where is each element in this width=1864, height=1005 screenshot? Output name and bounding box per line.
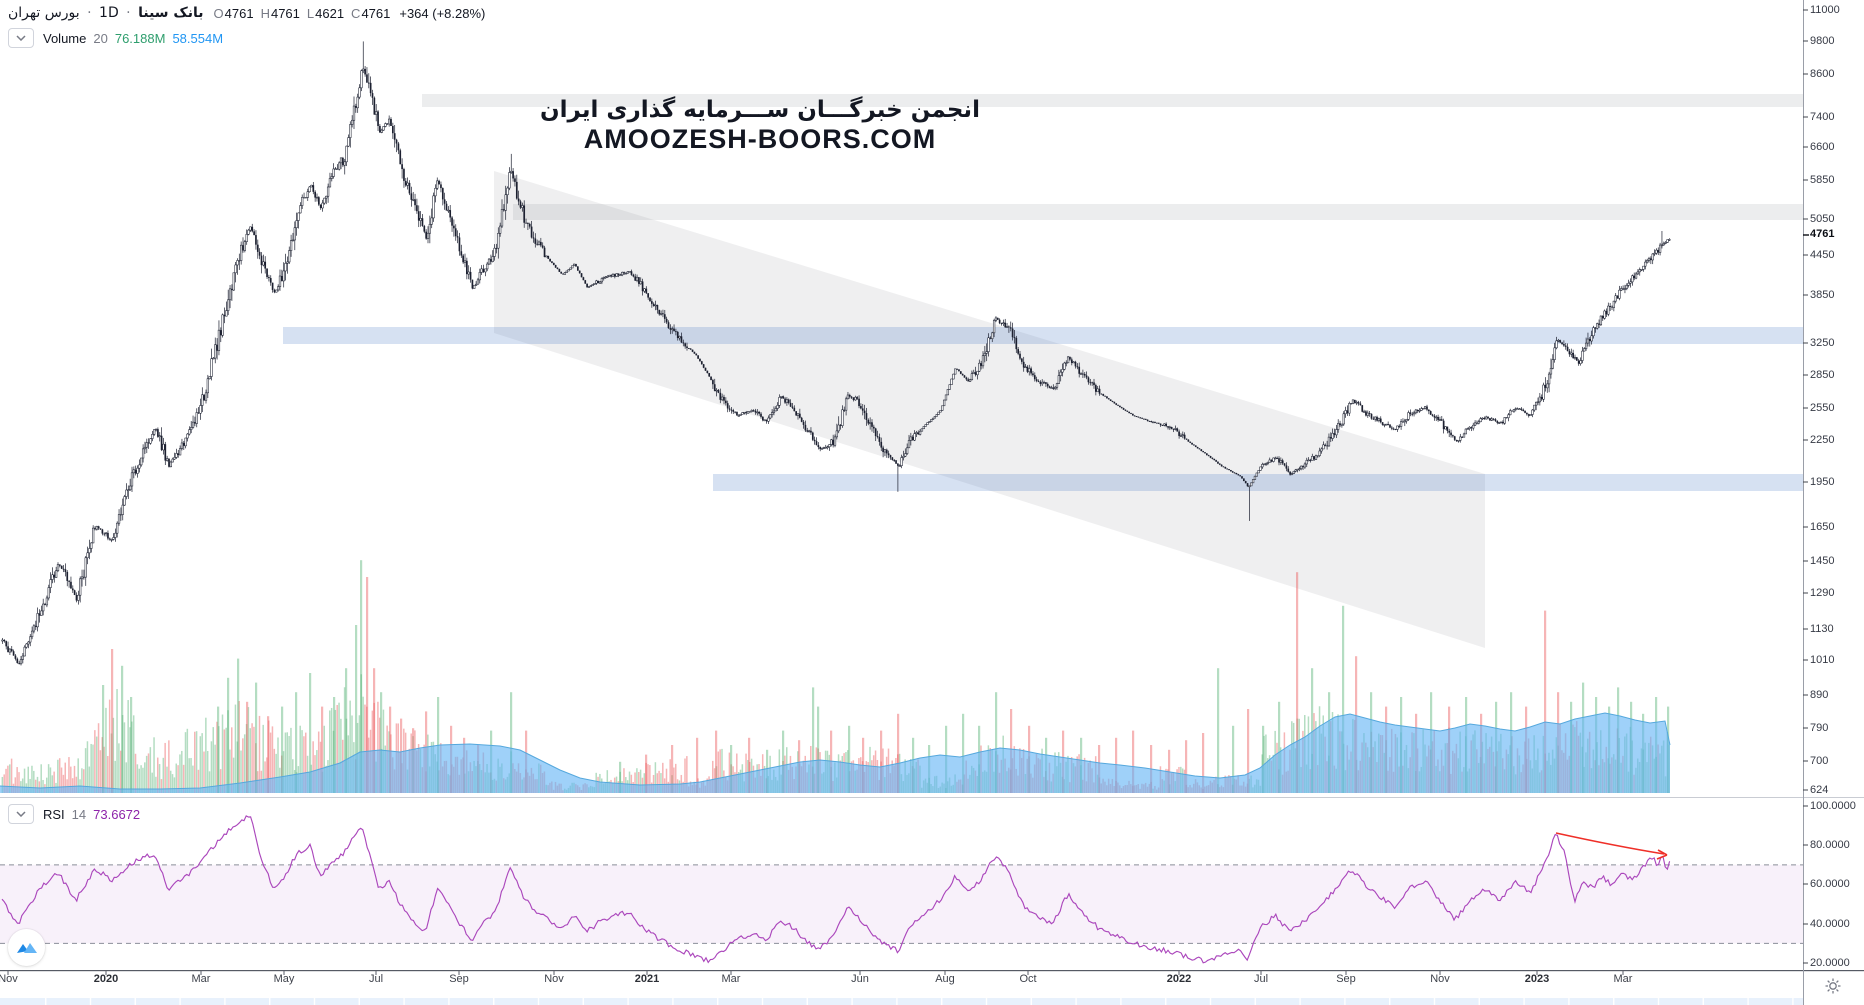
mountains-icon [16, 942, 37, 953]
rsi-current-value: 73.6672 [93, 806, 141, 822]
rsi-indicator-name[interactable]: RSI [43, 806, 65, 822]
time-axis-label: 2022 [1166, 973, 1192, 985]
price-axis-label: 890 [1810, 689, 1829, 701]
time-axis-label: Nov [0, 973, 18, 985]
low-value: 4621 [315, 5, 345, 21]
price-axis-label: 2550 [1810, 402, 1835, 414]
time-axis-label: Mar [1613, 973, 1633, 985]
price-axis-label: 7400 [1810, 111, 1835, 123]
time-axis-settings-button[interactable] [1824, 977, 1842, 995]
rsi-axis-label: 80.0000 [1810, 839, 1850, 851]
price-axis-label: 6600 [1810, 141, 1835, 153]
price-axis-label: 9800 [1810, 35, 1835, 47]
price-axis-label: 1950 [1810, 476, 1835, 488]
price-axis-label: 3850 [1810, 289, 1835, 301]
price-axis-label: 1010 [1810, 654, 1835, 666]
watermark: انجمن خبرگـــان ســـرمایه گذاری ایران AM… [530, 97, 990, 154]
volume-ma-value: 58.554M [172, 30, 224, 46]
rsi-axis-label: 100.0000 [1810, 800, 1856, 812]
open-label: O [213, 5, 224, 21]
price-axis-label: 1130 [1810, 623, 1834, 635]
time-axis-label: 2020 [93, 973, 119, 985]
separator: · [121, 5, 136, 21]
time-axis-label: Jul [1253, 973, 1269, 985]
volume-legend-collapse-button[interactable] [8, 28, 34, 48]
time-axis-label: Sep [1336, 973, 1356, 985]
rsi-axis-label: 40.0000 [1810, 918, 1850, 930]
close-label: C [351, 5, 361, 21]
exchange-name: بورس تهران [8, 5, 80, 21]
gear-icon [1825, 978, 1841, 994]
price-axis-label: 1650 [1810, 521, 1835, 533]
price-axis-label: 8600 [1810, 68, 1835, 80]
volume-period: 20 [93, 30, 108, 46]
time-scale[interactable]: Nov 2020 Mar May Jul Sep Nov 2021 Mar Jun Aug Oct 20… [0, 973, 1803, 993]
rsi-legend-collapse-button[interactable] [8, 804, 34, 824]
change-value: +364 (+8.28%) [399, 5, 486, 21]
time-axis-label: Jun [851, 973, 869, 985]
chevron-down-icon [16, 811, 26, 817]
time-axis-label: Oct [1019, 973, 1037, 985]
broker-logo[interactable] [8, 929, 45, 966]
time-axis-label: Aug [935, 973, 955, 985]
price-scale[interactable]: 11000 9800 8600 7400 6600 5850 5050 4450 3850 325… [1808, 0, 1864, 1005]
high-value: 4761 [270, 5, 300, 21]
price-axis-label: 624 [1810, 784, 1829, 796]
chevron-down-icon [16, 35, 26, 41]
price-axis-label: 2250 [1810, 434, 1835, 446]
price-axis-label: 5850 [1810, 174, 1835, 186]
time-axis-label: Nov [544, 973, 564, 985]
time-axis-label: 2023 [1524, 973, 1550, 985]
time-axis-label: Nov [1430, 973, 1450, 985]
rsi-axis-label: 20.0000 [1810, 957, 1850, 969]
price-axis-label: 3250 [1810, 337, 1835, 349]
volume-indicator-name[interactable]: Volume [43, 30, 87, 46]
time-axis-label: 2021 [634, 973, 660, 985]
rsi-legend: RSI 14 73.6672 [8, 804, 140, 824]
separator: · [82, 5, 97, 21]
price-axis-label: 4450 [1810, 249, 1835, 261]
price-axis-label: 5050 [1810, 213, 1835, 225]
symbol-title[interactable]: بانک سینا · 1D · بورس تهران [8, 5, 204, 21]
symbol-name: بانک سینا [138, 5, 204, 21]
time-axis-label: Sep [449, 973, 469, 985]
watermark-line2: AMOOZESH-BOORS.COM [583, 123, 937, 154]
price-axis-label: 11000 [1810, 4, 1840, 16]
time-axis-label: Mar [191, 973, 211, 985]
price-axis-label: 1290 [1810, 587, 1835, 599]
timeframe: 1D [99, 5, 119, 21]
volume-current-value: 76.188M [114, 30, 166, 46]
time-axis-label: Jul [368, 973, 384, 985]
open-value: 4761 [224, 5, 254, 21]
watermark-line1: انجمن خبرگـــان ســـرمایه گذاری ایران [540, 97, 980, 123]
low-label: L [306, 5, 315, 21]
current-price-label: 4761 [1810, 228, 1835, 240]
high-label: H [260, 5, 270, 21]
rsi-axis-label: 60.0000 [1810, 878, 1850, 890]
close-value: 4761 [361, 5, 391, 21]
rsi-period: 14 [71, 806, 87, 822]
symbol-legend[interactable]: بانک سینا · 1D · بورس تهران O4761 H4761 … [8, 5, 485, 21]
price-axis-label: 2850 [1810, 369, 1835, 381]
price-axis-label: 700 [1810, 755, 1829, 767]
time-axis-label: May [273, 973, 295, 985]
volume-legend: Volume 20 76.188M 58.554M [8, 28, 223, 48]
price-axis-label: 790 [1810, 722, 1829, 734]
time-axis-label: Mar [721, 973, 741, 985]
ohlc-values: O4761 H4761 L4621 C4761 +364 (+8.28%) [214, 6, 486, 21]
price-axis-label: 1450 [1810, 555, 1835, 567]
